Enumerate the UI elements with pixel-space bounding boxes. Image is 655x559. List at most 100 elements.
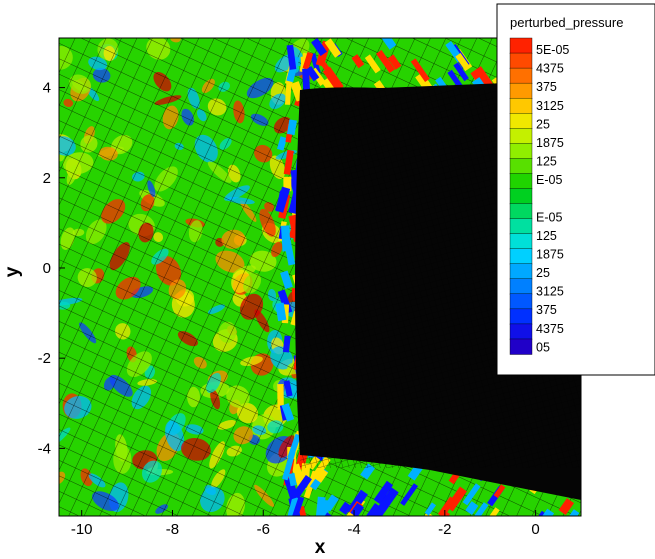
- x-axis-label: x: [315, 537, 326, 558]
- y-tick-label: 2: [43, 170, 51, 187]
- x-tick-label: -6: [257, 521, 270, 538]
- legend-swatch: [509, 37, 533, 54]
- wave-stripe: [381, 38, 397, 50]
- legend-label: E-05: [536, 173, 562, 187]
- legend-label: 1875: [536, 247, 564, 261]
- x-tick-label: -2: [438, 521, 451, 538]
- legend-swatch: [509, 128, 533, 145]
- y-tick-label: 0: [43, 260, 51, 277]
- wave-stripe: [387, 54, 402, 70]
- y-tick-label: -2: [38, 350, 51, 367]
- x-tick-label: -4: [347, 521, 360, 538]
- legend-label: 125: [536, 229, 557, 243]
- legend-label: 375: [536, 303, 557, 317]
- wave-stripe: [286, 119, 297, 136]
- legend-label: 5E-05: [536, 43, 569, 57]
- wave-stripe: [324, 38, 342, 58]
- wave-stripe: [453, 62, 469, 82]
- legend-label: 25: [536, 266, 550, 280]
- wave-stripe: [275, 302, 287, 322]
- wave-stripe: [506, 515, 520, 516]
- wave-stripe: [310, 53, 321, 74]
- wave-stripe: [474, 502, 489, 516]
- x-tick-label: 0: [531, 521, 539, 538]
- wave-stripe: [351, 54, 365, 69]
- wave-stripe: [277, 384, 284, 410]
- legend-swatch: [509, 278, 533, 295]
- wave-stripe: [288, 472, 297, 487]
- legend-swatch: [509, 233, 533, 250]
- wave-stripe: [287, 433, 302, 460]
- wave-stripe: [420, 511, 434, 516]
- legend-title: perturbed_pressure: [510, 15, 623, 30]
- wave-stripe: [286, 44, 297, 70]
- wave-stripe: [424, 502, 437, 516]
- wave-stripe: [283, 149, 294, 175]
- legend-swatch: [509, 52, 533, 69]
- legend-label: 3125: [536, 99, 564, 113]
- y-tick-label: 4: [43, 80, 51, 97]
- wave-stripe: [373, 480, 394, 504]
- x-axis: -10 -8 -6 -4 -2 0: [71, 510, 540, 538]
- wave-stripe: [540, 508, 555, 516]
- wave-stripe: [292, 475, 312, 499]
- legend-swatch: [509, 263, 533, 280]
- legend-label: 3125: [536, 285, 564, 299]
- legend-label: 4375: [536, 322, 564, 336]
- legend-colorbar: [509, 37, 533, 355]
- y-axis-label: y: [2, 266, 23, 277]
- wave-stripe: [558, 498, 575, 516]
- legend-swatch: [509, 97, 533, 114]
- legend-swatch: [509, 173, 533, 190]
- wave-stripe: [311, 38, 327, 57]
- legend-swatch: [509, 218, 533, 235]
- legend-label: 25: [536, 117, 550, 131]
- wave-stripe: [280, 270, 293, 290]
- wave-stripe: [465, 501, 479, 516]
- wave-stripe: [275, 186, 291, 213]
- wave-stripe: [400, 483, 419, 506]
- wave-stripe: [339, 501, 352, 515]
- legend-swatch: [509, 67, 533, 84]
- legend-labels: 5E-05 4375 375 3125 25 1875 125 E-05 E-05 125 1875…: [536, 43, 569, 354]
- legend-swatch: [509, 188, 533, 205]
- legend-swatch: [509, 203, 533, 220]
- wave-stripe: [562, 509, 580, 516]
- x-tick-label: -8: [166, 521, 179, 538]
- wave-stripe: [292, 496, 305, 516]
- wave-stripe: [313, 467, 329, 483]
- legend-swatch: [509, 308, 533, 325]
- legend-swatch: [509, 158, 533, 175]
- wave-stripe: [322, 66, 344, 92]
- legend: perturbed_pressure 5E-05 4375 375 3125 25 187…: [496, 3, 655, 376]
- wave-stripe: [283, 380, 293, 397]
- legend-swatch: [509, 82, 533, 99]
- wave-stripe: [284, 82, 292, 105]
- y-tick-label: -4: [38, 440, 51, 457]
- legend-label: 05: [536, 340, 550, 354]
- legend-label: E-05: [536, 210, 562, 224]
- wave-stripe: [302, 52, 314, 70]
- wave-stripe: [282, 335, 291, 353]
- wave-stripe: [281, 403, 295, 422]
- legend-swatch: [509, 293, 533, 310]
- wave-stripe: [462, 483, 481, 506]
- legend-label: 1875: [536, 136, 564, 150]
- wave-stripe: [298, 505, 309, 516]
- wave-stripe: [488, 507, 500, 516]
- legend-label: 375: [536, 80, 557, 94]
- wave-stripe: [364, 54, 381, 74]
- wave-stripe: [377, 487, 399, 513]
- legend-swatch: [509, 323, 533, 340]
- legend-swatch: [509, 338, 533, 355]
- wave-stripe: [434, 509, 451, 516]
- legend-swatch: [509, 143, 533, 160]
- legend-swatch: [509, 113, 533, 129]
- wave-stripe: [280, 225, 291, 252]
- wave-stripe: [376, 49, 396, 74]
- wave-stripe: [455, 53, 469, 69]
- y-axis: 4 2 0 -2 -4: [38, 80, 65, 457]
- wave-stripe: [366, 503, 380, 516]
- wave-stripe: [277, 136, 287, 151]
